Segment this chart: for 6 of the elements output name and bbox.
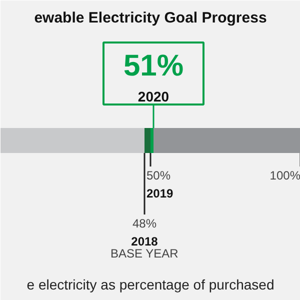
ref-line-label: 50% 2019: [146, 168, 174, 200]
ref-line-label: 48% 2018 BASE YEAR: [110, 216, 179, 260]
ref-line-label: 51% 2020: [123, 50, 184, 104]
ref-line-label: 100%: [270, 168, 300, 182]
text: e electricity as percentage of purchased: [26, 276, 274, 292]
chart-title: ewable Electricity Goal Progress: [34, 10, 267, 26]
